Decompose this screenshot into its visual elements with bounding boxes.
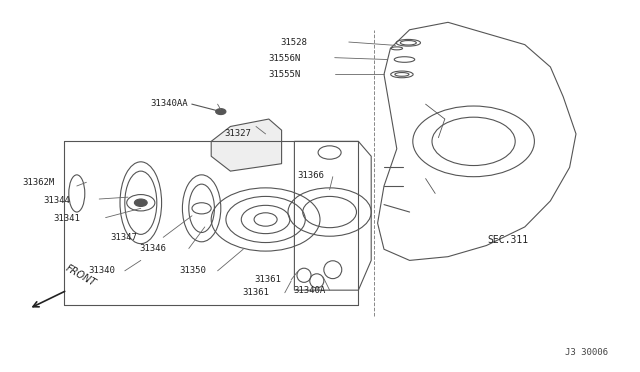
Text: 31361: 31361 xyxy=(242,288,269,297)
Text: 31528: 31528 xyxy=(280,38,307,46)
Circle shape xyxy=(134,199,147,206)
Text: 31346: 31346 xyxy=(140,244,166,253)
Text: J3 30006: J3 30006 xyxy=(565,348,608,357)
Text: 31340: 31340 xyxy=(88,266,115,275)
Text: FRONT: FRONT xyxy=(64,263,98,288)
Text: 31347: 31347 xyxy=(110,233,137,242)
Polygon shape xyxy=(211,119,282,171)
Text: 31340A: 31340A xyxy=(293,286,325,295)
Text: 31366: 31366 xyxy=(297,171,324,180)
Text: 31327: 31327 xyxy=(224,129,251,138)
Text: 31350: 31350 xyxy=(179,266,206,275)
Text: 31361: 31361 xyxy=(255,275,282,284)
Text: SEC.311: SEC.311 xyxy=(488,235,529,245)
Text: 31344: 31344 xyxy=(44,196,70,205)
Text: 31555N: 31555N xyxy=(269,70,301,79)
Text: 31341: 31341 xyxy=(53,214,80,223)
Circle shape xyxy=(216,109,226,115)
Text: 31556N: 31556N xyxy=(269,54,301,63)
Text: 31340AA: 31340AA xyxy=(150,99,188,108)
Text: 31362M: 31362M xyxy=(22,178,54,187)
